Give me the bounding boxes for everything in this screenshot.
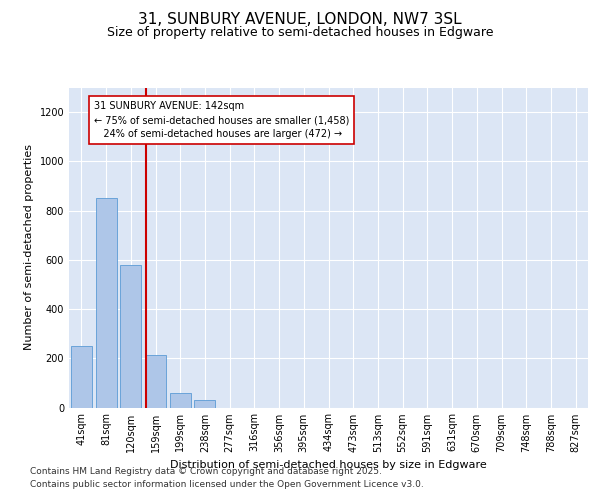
Bar (194, 400, 215, 407)
Text: Contains HM Land Registry data © Crown copyright and database right 2025.: Contains HM Land Registry data © Crown c… (30, 467, 382, 476)
Bar (71, 346, 92, 408)
X-axis label: Distribution of semi-detached houses by size in Edgware: Distribution of semi-detached houses by … (170, 460, 487, 470)
Text: Size of property relative to semi-detached houses in Edgware: Size of property relative to semi-detach… (107, 26, 493, 39)
Bar (145, 356, 166, 408)
Text: Contains public sector information licensed under the Open Government Licence v3: Contains public sector information licen… (30, 480, 424, 489)
Text: 31, SUNBURY AVENUE, LONDON, NW7 3SL: 31, SUNBURY AVENUE, LONDON, NW7 3SL (138, 12, 462, 28)
Y-axis label: Number of semi-detached properties: Number of semi-detached properties (24, 144, 34, 350)
Bar (170, 393, 191, 407)
Bar (120, 265, 141, 408)
Bar (95, 198, 116, 408)
Text: 31 SUNBURY AVENUE: 142sqm
← 75% of semi-detached houses are smaller (1,458)
   2: 31 SUNBURY AVENUE: 142sqm ← 75% of semi-… (94, 101, 349, 139)
